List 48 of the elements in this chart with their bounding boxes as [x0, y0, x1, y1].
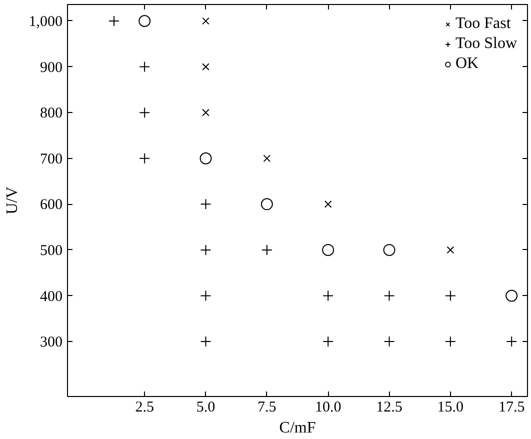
y-tick-label: 1,000: [28, 14, 62, 30]
point: [324, 200, 332, 208]
point: [261, 244, 272, 256]
y-tick-label: 700: [40, 151, 62, 168]
y-axis-title: U/V: [4, 186, 21, 214]
point: [202, 17, 210, 25]
point: [139, 61, 150, 72]
x-tick-label: 10.0: [314, 400, 342, 416]
x-tick-label: 17.5: [498, 400, 525, 416]
point: [384, 290, 395, 302]
point: [506, 290, 518, 302]
point: [139, 107, 150, 118]
y-tick-label: 300: [40, 334, 62, 351]
x-axis-title: C/mF: [279, 420, 316, 436]
point: [200, 290, 212, 302]
x-tick-label: 2.5: [135, 400, 154, 416]
point: [263, 154, 271, 162]
y-tick-label: 600: [40, 197, 62, 214]
point: [322, 244, 334, 256]
point: [444, 290, 456, 302]
point: [200, 336, 212, 348]
point: [200, 198, 212, 210]
point: [200, 152, 212, 164]
legend-label: Too Fast: [455, 15, 511, 33]
point: [322, 336, 334, 348]
point: [202, 108, 210, 116]
y-tick-label: 400: [40, 288, 62, 305]
point: [446, 246, 454, 254]
point: [322, 290, 334, 302]
x-tick-label: 15.0: [437, 400, 464, 416]
x-tick-label: 7.5: [258, 400, 276, 416]
point: [383, 244, 396, 256]
point: [138, 14, 151, 27]
point: [139, 152, 150, 164]
x-tick-label: 12.5: [376, 400, 402, 416]
point: [506, 336, 518, 348]
point: [444, 336, 456, 348]
point: [200, 244, 212, 256]
y-tick-label: 900: [40, 60, 62, 76]
y-tick-label: 500: [40, 242, 62, 259]
legend-label: Too Slow: [455, 35, 517, 53]
point: [260, 198, 273, 210]
point: [108, 15, 120, 26]
point: [202, 63, 210, 70]
point: [384, 336, 395, 348]
y-tick-label: 800: [40, 106, 62, 122]
x-tick-label: 5.0: [196, 400, 216, 416]
legend-label: OK: [455, 55, 479, 73]
